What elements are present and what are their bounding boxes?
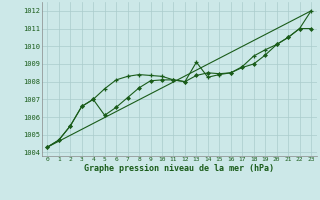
X-axis label: Graphe pression niveau de la mer (hPa): Graphe pression niveau de la mer (hPa) (84, 164, 274, 173)
